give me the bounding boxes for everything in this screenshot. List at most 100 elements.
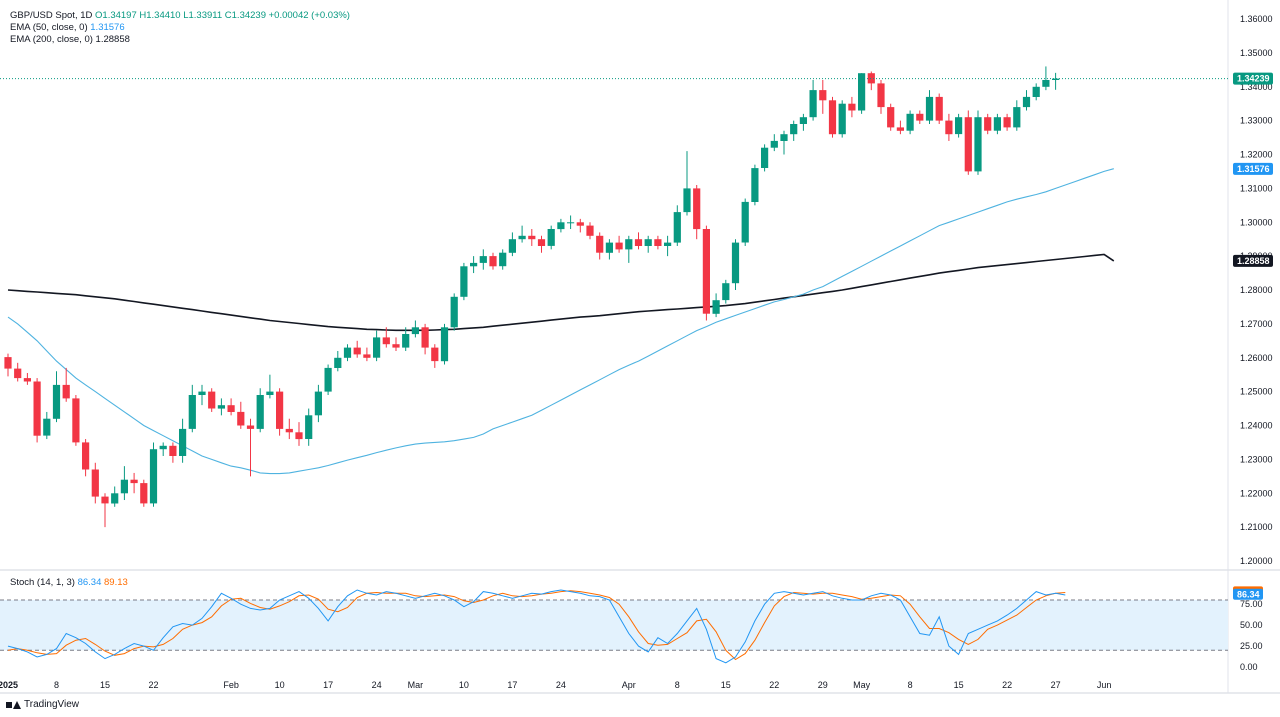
candle [402, 327, 410, 351]
candle-body [654, 239, 662, 246]
candle-body [722, 283, 730, 301]
time-tick-label: 22 [769, 680, 779, 690]
candle [140, 479, 148, 507]
time-axis[interactable]: 2025 8 15 22 Feb 10 17 24 Mar 10 17 24 Apr 8 15 22 29 May… [0, 680, 1111, 690]
candle [489, 252, 497, 270]
candle [858, 73, 866, 114]
candle-body [285, 428, 293, 433]
candle-body [305, 415, 313, 439]
candle [188, 384, 196, 433]
candle-body [266, 391, 274, 395]
ema-200-line [7, 253, 1115, 332]
candle [848, 96, 856, 118]
candle-body [198, 391, 206, 395]
candle-body [1032, 86, 1040, 97]
candle [43, 411, 51, 440]
candle [654, 235, 662, 250]
price-tag-label: 1.28858 [1237, 256, 1270, 266]
candle [528, 229, 536, 246]
candle [169, 442, 177, 463]
candlestick-series [4, 66, 1060, 528]
candle-body [935, 96, 943, 121]
candle [702, 225, 710, 321]
time-tick-label: 15 [100, 680, 110, 690]
ema50-legend[interactable]: EMA (50, close, 0) 1.31576 [10, 22, 125, 34]
candle [945, 113, 953, 141]
candle [334, 350, 342, 372]
candle [896, 120, 904, 135]
candle [314, 384, 322, 423]
ema200-legend[interactable]: EMA (200, close, 0) 1.28858 [10, 34, 130, 46]
candle-body [576, 222, 584, 226]
candle-body [460, 266, 468, 297]
candle-body [314, 391, 322, 416]
candle-body [528, 235, 536, 240]
symbol-legend[interactable]: GBP/USD Spot, 1D O1.34197 H1.34410 L1.33… [10, 10, 350, 22]
stoch-legend[interactable]: Stoch (14, 1, 3) 86.34 89.13 [10, 577, 128, 589]
candle-body [120, 479, 128, 494]
candle-body [964, 117, 972, 172]
price-tag-box [1233, 162, 1273, 175]
candle-body [877, 83, 885, 108]
candle [537, 235, 546, 253]
candle [62, 367, 70, 402]
candle [14, 362, 22, 382]
candle-body [440, 327, 449, 362]
candle [615, 235, 623, 253]
candle [276, 388, 284, 436]
candle [741, 198, 749, 246]
price-axis[interactable]: 1.36000 1.35000 1.34000 1.33000 1.32000 1.310… [1233, 14, 1273, 566]
candle-body [489, 256, 497, 267]
brand-label: TradingView [24, 699, 80, 710]
candle [392, 337, 400, 351]
stochastic-pane [0, 589, 1228, 664]
candle-body [324, 367, 332, 392]
candle-body [867, 73, 875, 84]
candle-body [557, 222, 565, 230]
candle [179, 418, 187, 463]
candle [479, 249, 487, 270]
time-tick-label: 27 [1051, 680, 1061, 690]
time-tick-label: 29 [818, 680, 828, 690]
time-tick-label: 24 [556, 680, 566, 690]
candle [363, 347, 371, 362]
candle-body [4, 357, 12, 369]
candle [72, 395, 80, 446]
tradingview-brand[interactable]: TradingView [6, 699, 79, 710]
candle-body [770, 140, 778, 148]
time-tick-label: 15 [721, 680, 731, 690]
time-tick-label: 17 [507, 680, 517, 690]
candle [751, 164, 759, 206]
price-tick-label: 1.36000 [1240, 14, 1273, 24]
price-tick-label: 1.31000 [1240, 183, 1273, 193]
candle-body [644, 239, 652, 246]
ema200-value: 1.28858 [95, 34, 130, 45]
candle-body [858, 73, 866, 111]
ema-200-layer [7, 253, 1115, 332]
candle-body [664, 242, 672, 246]
candle [770, 134, 778, 152]
stoch-tick-label: 25.00 [1240, 641, 1263, 651]
candle-body [838, 103, 846, 135]
candle-body [188, 395, 196, 429]
stoch-tick-label: 50.00 [1240, 620, 1263, 630]
price-tag-box [1233, 72, 1273, 85]
candle [819, 79, 827, 114]
time-tick-label: 17 [323, 680, 333, 690]
time-tick-label: 8 [908, 680, 913, 690]
price-tag-label: 1.34239 [1237, 74, 1270, 84]
candle-body [343, 347, 352, 358]
candle [925, 90, 934, 125]
candle [974, 110, 982, 175]
candle [91, 462, 99, 504]
time-tick-label: 10 [275, 680, 285, 690]
candle [499, 249, 507, 270]
candle [373, 330, 381, 362]
candle-body [848, 103, 856, 111]
price-tick-label: 1.23000 [1240, 454, 1273, 464]
candle-body [673, 212, 681, 243]
candle [120, 466, 128, 501]
time-tick-label: 24 [372, 680, 382, 690]
